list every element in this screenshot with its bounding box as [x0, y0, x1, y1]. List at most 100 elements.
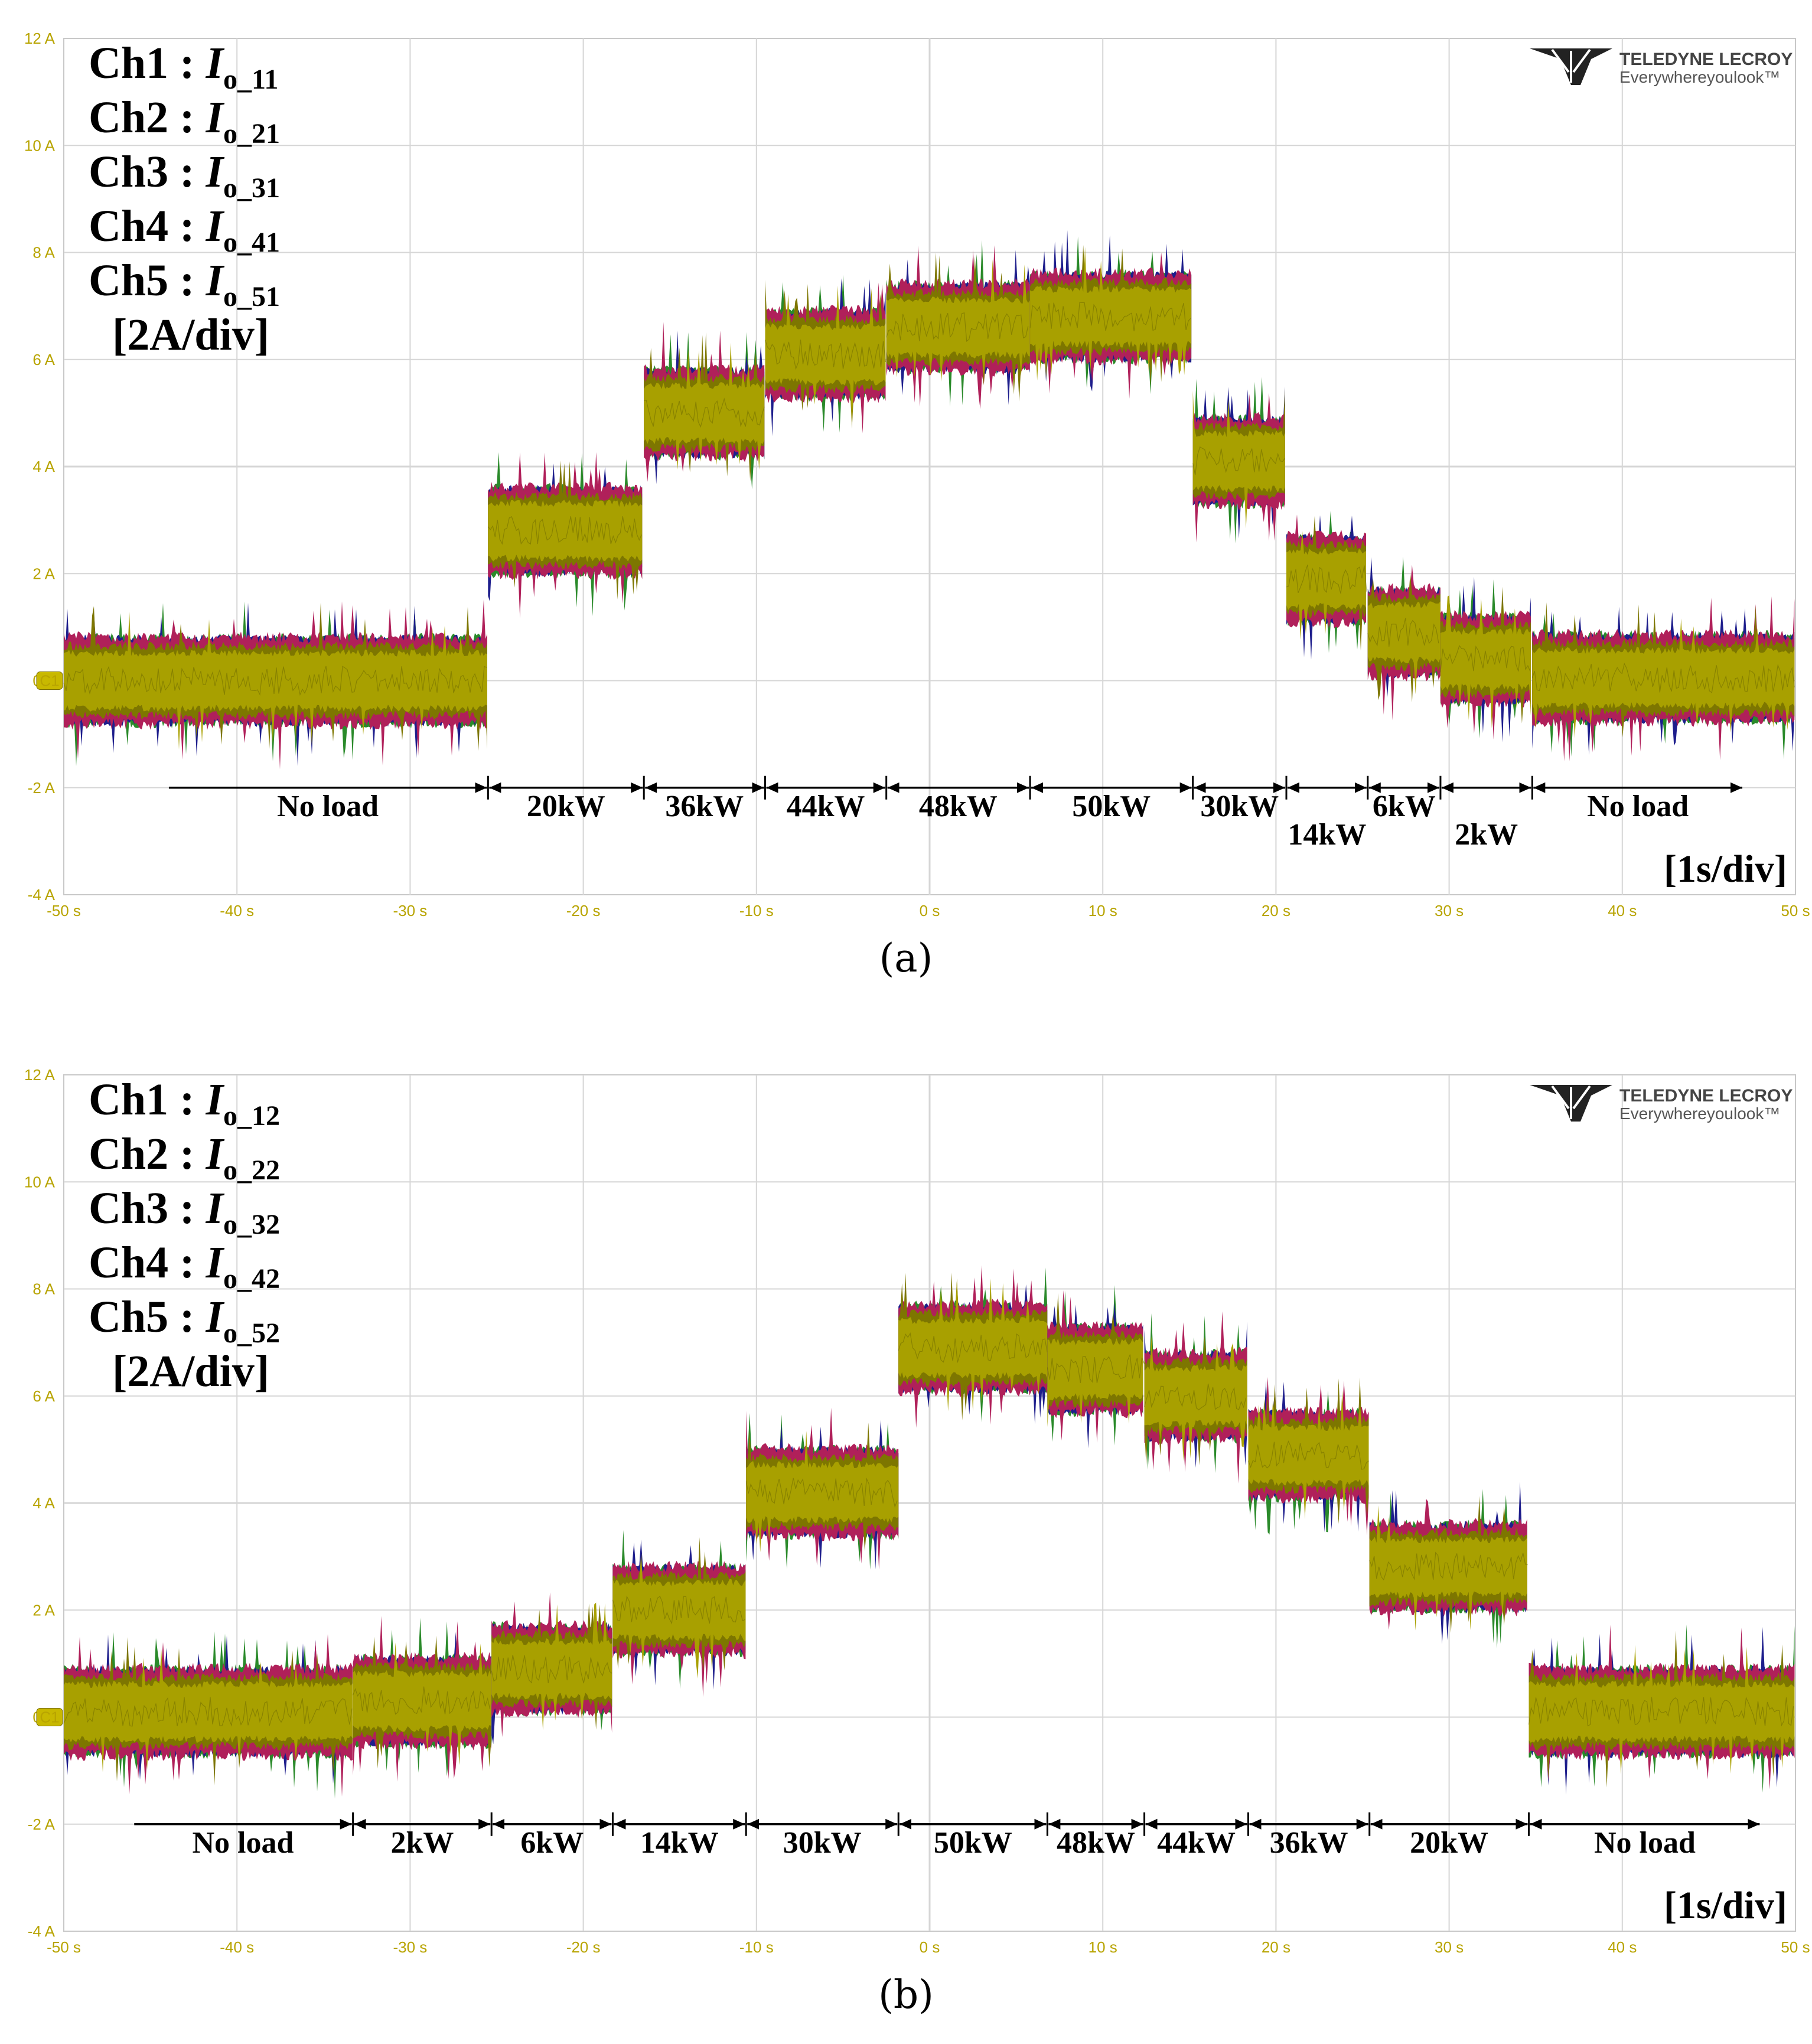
trace-segment	[353, 1616, 491, 1782]
x-tick-label: -40 s	[220, 1938, 254, 1956]
trace-band	[1248, 1390, 1369, 1520]
load-label: No load	[193, 1826, 294, 1860]
trace-segment	[1531, 596, 1795, 762]
trace-mid	[1369, 1551, 1528, 1581]
trace-segment	[612, 1530, 746, 1697]
load-label: 6kW	[1373, 790, 1436, 823]
load-label: 50kW	[934, 1826, 1012, 1860]
trace-mid	[1247, 1440, 1369, 1470]
oscilloscope-chart-a: 12 A10 A8 A6 A4 A2 A0 A-2 A-4 A-50 s-40 …	[24, 30, 1810, 981]
brand-name: TELEDYNE LECROY	[1619, 1086, 1793, 1106]
trace-segment	[1528, 1624, 1795, 1795]
channel-marker: C1	[36, 1708, 63, 1726]
legend-entry: Ch5 : Io_52	[89, 1292, 280, 1349]
x-tick-label: 30 s	[1435, 902, 1464, 920]
x-tick-label: 30 s	[1435, 1938, 1464, 1956]
trace-segment	[1247, 1377, 1369, 1536]
y-tick-label: 12 A	[24, 30, 56, 47]
legend-entry: Ch5 : Io_51	[89, 256, 280, 312]
trace-segment	[63, 1631, 353, 1799]
x-tick-label: 0 s	[920, 1938, 940, 1956]
time-scale-label: [1s/div]	[1664, 847, 1787, 891]
x-tick-label: 40 s	[1608, 902, 1637, 920]
trace-mid	[487, 516, 642, 545]
load-label: 20kW	[1410, 1826, 1488, 1860]
amplitude-scale-label: [2A/div]	[112, 1347, 269, 1396]
trace-segment	[491, 1592, 612, 1748]
legend-entry: Ch1 : Io_11	[89, 38, 278, 95]
load-label: 44kW	[787, 790, 865, 823]
trace-segment	[1369, 1482, 1528, 1649]
load-label: No load	[1587, 790, 1689, 823]
trace-segment	[63, 599, 487, 770]
trace-band	[746, 1431, 899, 1553]
trace-band	[1286, 531, 1366, 640]
load-label: 36kW	[1270, 1826, 1348, 1860]
trace-band	[644, 343, 765, 470]
load-label: 48kW	[919, 790, 998, 823]
load-label: 2kW	[1455, 818, 1518, 852]
figure-caption: (b)	[878, 1972, 934, 2017]
grid	[64, 1075, 1795, 1931]
oscilloscope-panel-a: 12 A10 A8 A6 A4 A2 A0 A-2 A-4 A-50 s-40 …	[24, 30, 1810, 981]
trace-mid	[63, 1697, 353, 1727]
trace-segment	[1047, 1285, 1145, 1449]
trace-band	[488, 500, 643, 562]
trace-band	[1144, 1336, 1247, 1461]
legend-entry: Ch2 : Io_22	[89, 1129, 280, 1186]
trace-band	[64, 1649, 353, 1772]
load-label: No load	[1594, 1826, 1696, 1860]
trace-mid	[1440, 645, 1531, 673]
trace-mid	[1144, 1383, 1247, 1410]
load-label: 48kW	[1057, 1826, 1135, 1860]
oscilloscope-chart-b: 12 A10 A8 A6 A4 A2 A0 A-2 A-4 A-50 s-40 …	[24, 1066, 1810, 2017]
trace-band	[612, 1553, 746, 1679]
trace-mid	[63, 666, 487, 696]
oscilloscope-panel-b: 12 A10 A8 A6 A4 A2 A0 A-2 A-4 A-50 s-40 …	[0, 1036, 1812, 2044]
x-tick-label: -10 s	[739, 1938, 774, 1956]
load-arrow-row: No load 2kW 6kW 14kW 30kW 50kW 48kW 44kW 36kW 20k…	[134, 1812, 1760, 1860]
y-tick-label: 2 A	[32, 1601, 55, 1619]
channel-marker-label: C1	[40, 672, 59, 690]
trace-mid	[1192, 446, 1286, 475]
legend-entry: Ch3 : Io_32	[89, 1184, 280, 1240]
legend-entry: Ch2 : Io_21	[89, 93, 280, 149]
x-tick-label: 20 s	[1262, 902, 1290, 920]
time-scale-label: [1s/div]	[1664, 1884, 1787, 1927]
channel-marker: C1	[36, 671, 63, 690]
trace-segment	[898, 1265, 1048, 1428]
trace-mid	[491, 1654, 612, 1684]
trace-mid	[764, 340, 887, 370]
x-tick-label: 0 s	[920, 902, 940, 920]
x-tick-label: -50 s	[47, 1938, 81, 1956]
x-tick-label: -30 s	[393, 1938, 427, 1956]
load-label: 44kW	[1157, 1826, 1236, 1860]
y-tick-label: -2 A	[28, 779, 56, 797]
x-tick-label: 50 s	[1781, 1938, 1810, 1956]
legend-entry: Ch4 : Io_41	[89, 201, 280, 258]
x-tick-label: -50 s	[47, 902, 81, 920]
grid	[64, 38, 1795, 895]
legend-entry: Ch3 : Io_31	[89, 147, 280, 204]
trace-segment	[1286, 511, 1367, 660]
trace-segment	[1144, 1311, 1247, 1484]
y-tick-label: 8 A	[32, 244, 55, 262]
trace-band	[1440, 595, 1531, 729]
y-tick-label: 12 A	[24, 1066, 56, 1084]
x-tick-label: 10 s	[1088, 902, 1117, 920]
trace-mid	[644, 397, 765, 428]
brand-name: TELEDYNE LECROY	[1619, 50, 1793, 69]
load-label: 50kW	[1072, 790, 1151, 823]
y-tick-label: 4 A	[32, 458, 55, 475]
channel-marker-label: C1	[40, 1709, 59, 1726]
x-tick-label: -20 s	[566, 902, 601, 920]
trace-mid	[1286, 565, 1367, 594]
amplitude-scale-label: [2A/div]	[112, 310, 269, 360]
load-label: 2kW	[390, 1826, 454, 1860]
trace-segment	[1029, 230, 1192, 399]
trace-mid	[1367, 618, 1439, 647]
